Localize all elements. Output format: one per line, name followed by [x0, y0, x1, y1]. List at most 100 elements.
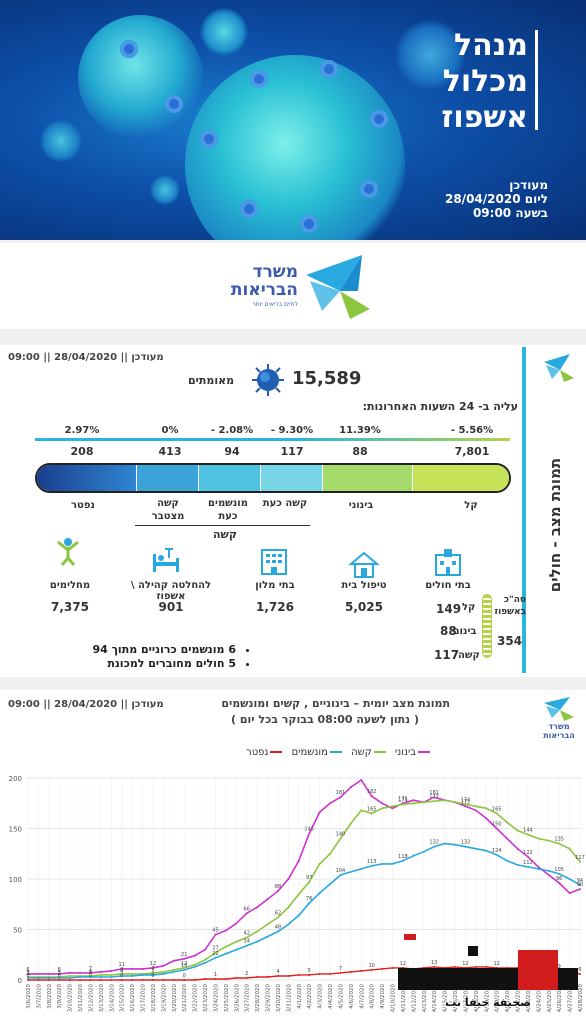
chart-update-stamp: מעודכן || 28/04/2020 || 09:00	[8, 699, 164, 710]
series-point-2	[568, 878, 571, 880]
series-line-2	[28, 842, 581, 979]
x-tick-label: 4/12/2020	[411, 984, 417, 1013]
series-point-3	[58, 979, 61, 981]
rise-24h-label: עליה ב- 24 השעות האחרונות:	[362, 400, 518, 413]
location-hotels-label: בתי מלון	[255, 580, 295, 591]
series-point-3	[329, 972, 332, 975]
data-label: 140	[336, 832, 346, 838]
series-point-2	[276, 930, 279, 933]
watermark-tagline: صحيفة حيفا نت	[445, 996, 531, 1009]
legend-swatch	[270, 751, 283, 753]
series-point-0	[537, 865, 540, 868]
series-point-2	[235, 948, 238, 951]
x-tick-label: 4/25/2020	[547, 984, 553, 1013]
data-label: 7	[151, 966, 154, 972]
series-point-3	[79, 979, 82, 981]
series-point-1	[287, 906, 290, 909]
banner-title-line: מכלול	[442, 64, 528, 99]
data-label: 3	[26, 970, 29, 976]
series-point-0	[58, 972, 61, 975]
pct-deceased: 2.97%	[64, 425, 100, 436]
home-icon	[348, 551, 380, 578]
x-tick-label: 4/5/2020	[338, 984, 344, 1009]
serious-group-label: קשה	[213, 528, 237, 541]
series-point-2	[422, 850, 425, 853]
label-serious-cumulative: קשה מצטבר	[151, 498, 185, 522]
bar-segment-moderate	[323, 465, 413, 491]
series-point-1	[266, 923, 269, 926]
series-point-0	[162, 964, 165, 967]
series-point-3	[474, 965, 477, 968]
x-tick-label: 4/1/2020	[297, 984, 303, 1009]
series-point-3	[485, 965, 488, 968]
series-point-2	[224, 952, 227, 955]
data-label: 12	[462, 961, 468, 967]
data-label: 76	[306, 896, 312, 902]
label-mild: קל	[464, 500, 478, 511]
virus-illustration-tiny	[200, 8, 248, 56]
series-point-1	[422, 801, 425, 804]
series-point-0	[276, 890, 279, 893]
hosp-mild-value: 149	[436, 602, 462, 616]
series-point-1	[256, 930, 259, 933]
chart-title: תמונת מצב יומית – בינוניים , קשים ומונשמ…	[221, 697, 450, 710]
data-label: 10	[181, 963, 187, 969]
series-point-3	[183, 979, 186, 981]
series-point-1	[454, 801, 457, 804]
count-moderate: 88	[352, 445, 368, 458]
hospitalized-total-label: סה"כ באשפוז	[494, 595, 526, 617]
data-label: 132	[461, 840, 471, 846]
virus-spike	[300, 215, 318, 233]
series-point-1	[318, 862, 321, 865]
x-tick-label: 4/6/2020	[349, 984, 355, 1009]
series-line-0	[28, 778, 581, 975]
data-label: 9	[558, 964, 561, 970]
series-point-3	[214, 977, 217, 980]
x-tick-label: 4/19/2020	[484, 984, 490, 1013]
note-item: 6 מונשמים כרוניים מתוך 94	[40, 643, 236, 657]
series-point-2	[318, 892, 321, 895]
series-point-1	[308, 881, 311, 884]
hospital-icon	[435, 549, 461, 576]
series-point-1	[151, 971, 154, 974]
data-label: 21	[181, 952, 187, 958]
series-point-2	[110, 975, 113, 978]
series-point-2	[485, 849, 488, 852]
chart-subtitle: ( נתון לשעה 08:00 בבוקר בכל יום )	[231, 713, 419, 726]
location-pending-value: 901	[158, 600, 184, 614]
data-label: 62	[275, 910, 281, 916]
x-tick-label: 4/4/2020	[328, 984, 334, 1009]
x-tick-label: 4/27/2020	[568, 984, 574, 1013]
x-tick-label: 3/13/2020	[99, 984, 105, 1013]
series-point-2	[68, 976, 71, 979]
series-point-0	[308, 832, 311, 835]
series-point-1	[245, 936, 248, 939]
data-label: 2	[245, 971, 248, 977]
virus-illustration-small	[395, 20, 465, 90]
x-tick-label: 4/10/2020	[391, 984, 397, 1013]
series-point-2	[495, 853, 498, 856]
series-point-1	[276, 916, 279, 919]
x-tick-label: 3/31/2020	[286, 984, 292, 1013]
hosp-moderate-value: 88	[440, 624, 457, 638]
series-point-0	[464, 805, 467, 808]
series-point-3	[256, 975, 259, 978]
update-date: ליום 28/04/2020	[444, 192, 548, 206]
series-point-0	[79, 971, 82, 974]
series-point-3	[276, 974, 279, 977]
data-label: 11	[119, 962, 125, 968]
bar-segment-serious-cumulative	[137, 465, 199, 491]
series-point-1	[297, 893, 300, 896]
data-label: 12	[493, 961, 499, 967]
series-point-0	[224, 929, 227, 932]
data-label: 165	[367, 806, 377, 812]
y-tick-label: 100	[9, 876, 22, 884]
series-point-2	[454, 843, 457, 846]
label-deceased: נפטר	[71, 500, 95, 511]
series-point-1	[120, 972, 123, 975]
virus-icon	[252, 364, 284, 396]
y-tick-label: 150	[9, 826, 22, 834]
series-point-0	[579, 888, 581, 891]
data-label: 45	[212, 928, 218, 934]
data-label: 181	[336, 790, 346, 796]
